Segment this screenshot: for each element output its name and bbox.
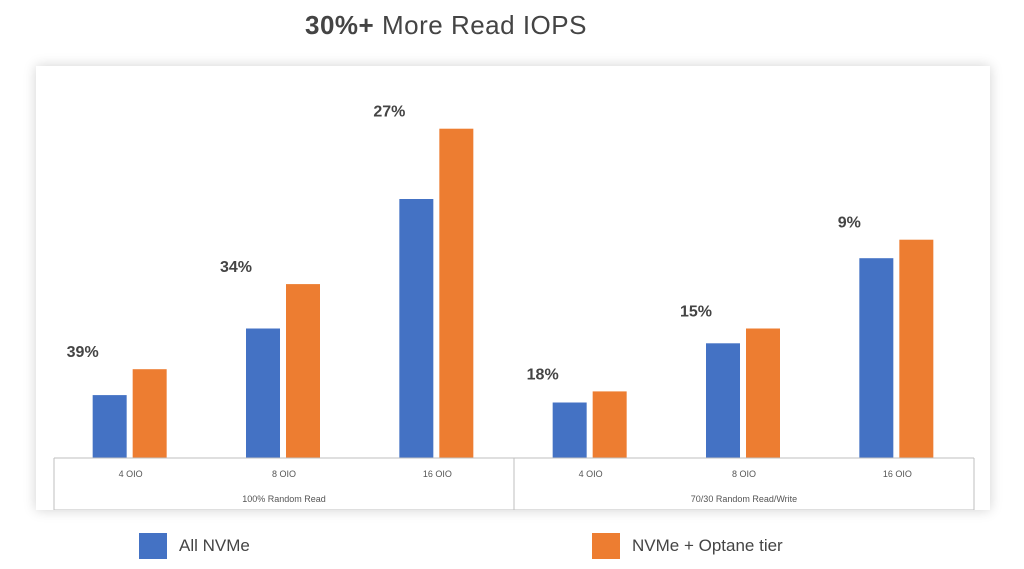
data-label-4: 15% xyxy=(680,304,712,321)
title-bold-part: 30%+ xyxy=(305,10,375,40)
bar-nvme-optane-0 xyxy=(132,369,167,458)
legend-swatch-all-nvme xyxy=(139,533,167,559)
data-label-2: 27% xyxy=(373,104,405,121)
chart-title: 30%+ More Read IOPS xyxy=(0,10,892,41)
bar-nvme-optane-1 xyxy=(286,284,320,458)
bar-nvme-optane-4 xyxy=(746,328,780,458)
x-tick-label-3: 4 OIO xyxy=(579,469,603,479)
x-group-label-1: 70/30 Random Read/Write xyxy=(691,494,797,504)
bar-all-nvme-3 xyxy=(552,402,587,458)
legend-swatch-nvme-optane xyxy=(592,533,620,559)
x-tick-label-2: 16 OIO xyxy=(423,469,452,479)
data-label-0: 39% xyxy=(67,344,99,361)
x-tick-label-1: 8 OIO xyxy=(272,469,296,479)
legend-label-all-nvme: All NVMe xyxy=(179,536,250,555)
legend-item-all-nvme: All NVMe xyxy=(139,533,250,559)
bar-all-nvme-4 xyxy=(706,343,740,458)
legend-label-nvme-optane: NVMe + Optane tier xyxy=(632,536,783,555)
x-tick-label-4: 8 OIO xyxy=(732,469,756,479)
chart-panel: 39% 34% 27% 18% 15% 9% 4 OIO 8 OIO 16 OIO 4 OIO 8 … xyxy=(36,66,990,510)
x-tick-label-5: 16 OIO xyxy=(883,469,912,479)
legend-item-nvme-optane: NVMe + Optane tier xyxy=(592,533,783,559)
data-label-5: 9% xyxy=(838,215,861,232)
data-label-3: 18% xyxy=(527,366,559,383)
bar-nvme-optane-2 xyxy=(439,128,474,458)
x-group-label-0: 100% Random Read xyxy=(242,494,326,504)
bar-chart: 39% 34% 27% 18% 15% 9% 4 OIO 8 OIO 16 OIO 4 OIO 8 … xyxy=(53,104,975,510)
title-rest-part: More Read IOPS xyxy=(381,10,587,40)
bar-all-nvme-5 xyxy=(859,258,894,458)
bar-all-nvme-0 xyxy=(92,395,127,458)
bar-nvme-optane-3 xyxy=(592,391,627,458)
bar-all-nvme-1 xyxy=(246,328,280,458)
bar-nvme-optane-5 xyxy=(899,239,934,458)
bar-all-nvme-2 xyxy=(399,199,434,458)
data-label-1: 34% xyxy=(220,259,252,276)
x-tick-label-0: 4 OIO xyxy=(119,469,143,479)
